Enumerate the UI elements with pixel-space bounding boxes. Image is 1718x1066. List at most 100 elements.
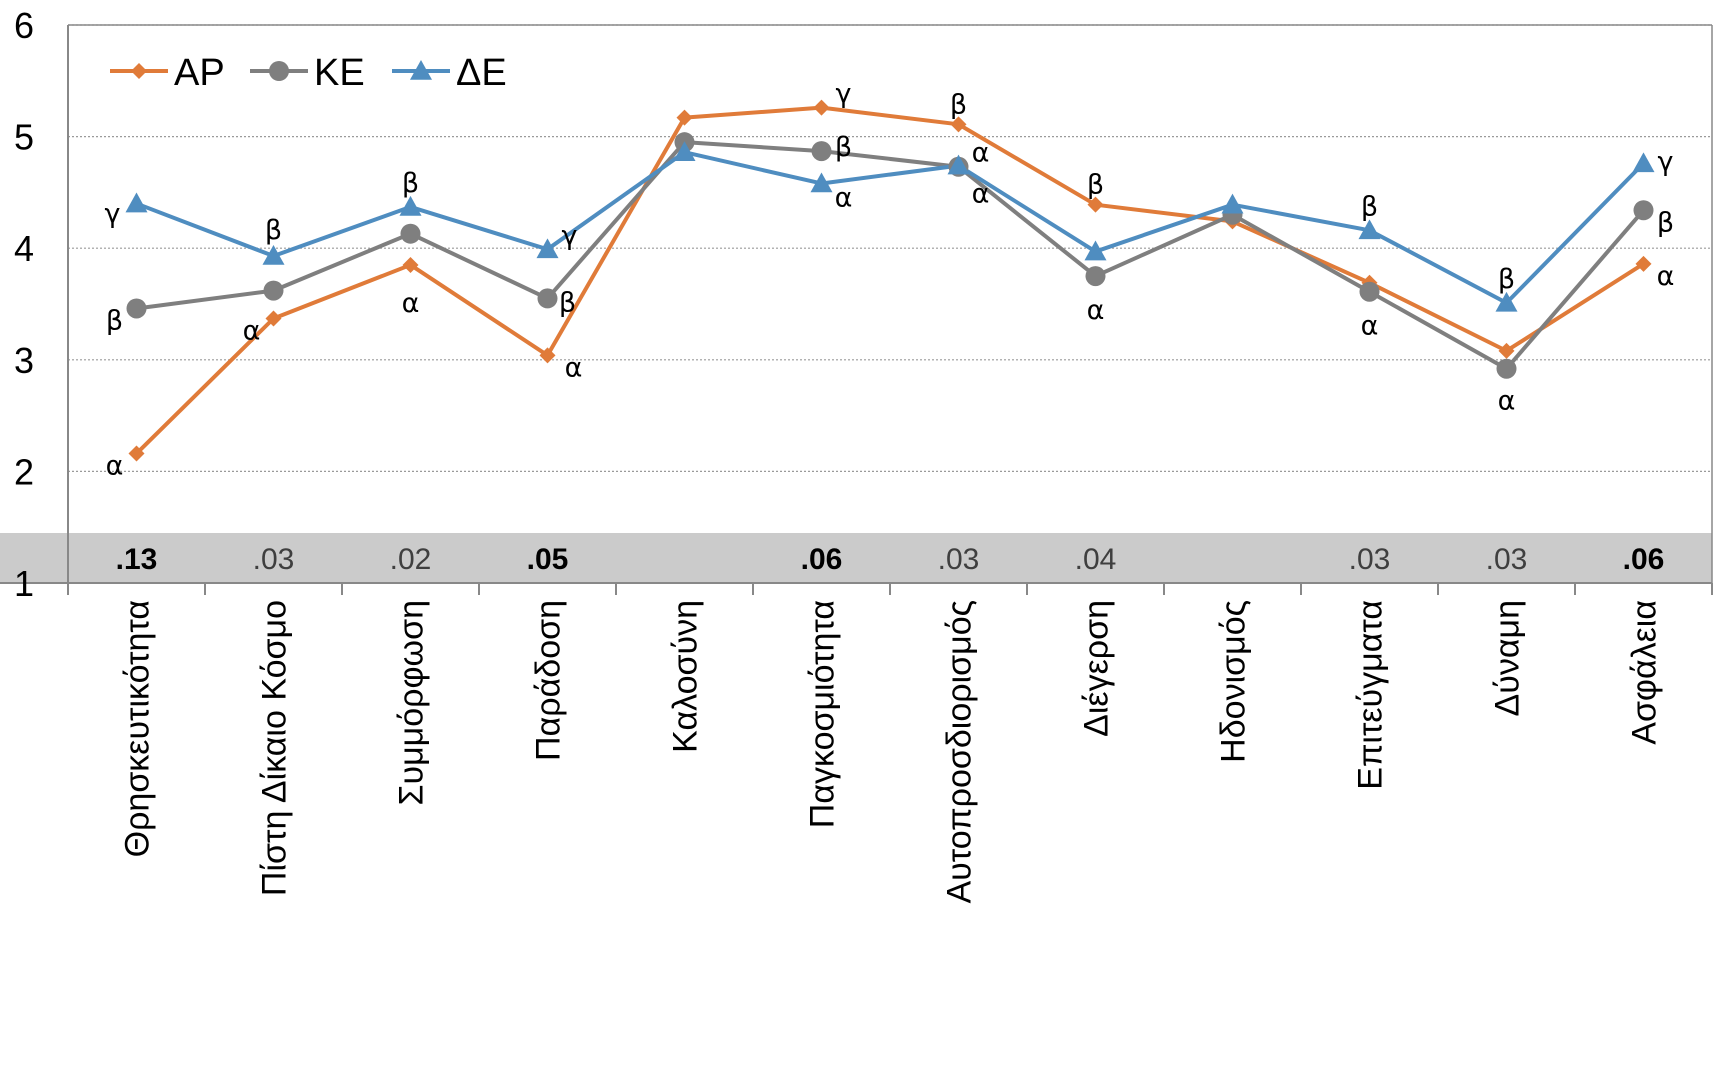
- data-point: [400, 223, 421, 244]
- data-point: [269, 61, 289, 81]
- category-label: Παράδοση: [530, 600, 568, 761]
- data-point: [811, 141, 832, 162]
- data-point: [128, 445, 145, 462]
- significance-letter: α: [1361, 311, 1379, 342]
- data-point: [126, 298, 147, 319]
- effect-size-label: .02: [390, 543, 432, 576]
- significance-letter: γ: [105, 199, 121, 230]
- significance-letter: α: [972, 138, 990, 169]
- significance-letter: β: [1498, 264, 1515, 295]
- y-tick-label: 3: [14, 340, 34, 381]
- data-point: [537, 288, 558, 309]
- data-point: [399, 195, 422, 216]
- data-point: [950, 116, 967, 133]
- category-label: Διέγερση: [1078, 600, 1116, 737]
- data-point: [1498, 342, 1515, 359]
- data-point: [810, 172, 833, 193]
- legend: ΑΡ ΚΕ ΔΕ: [110, 52, 507, 94]
- effect-size-label: .04: [1075, 543, 1117, 576]
- data-point: [125, 192, 148, 213]
- data-point: [1495, 291, 1518, 312]
- y-tick-label: 2: [14, 451, 34, 492]
- data-point: [1087, 196, 1104, 213]
- category-labels: Θρησκευτικότητα Πίστη Δίκαιο Κόσμο Συμμόρφ…: [119, 600, 1664, 904]
- significance-letter: γ: [836, 79, 852, 110]
- series-line: [135, 105, 1645, 455]
- data-point: [263, 280, 284, 301]
- category-label: Πίστη Δίκαιο Κόσμο: [256, 600, 294, 896]
- y-tick-label: 5: [14, 117, 34, 158]
- significance-letter: β: [402, 168, 419, 199]
- category-label: Επιτεύγματα: [1352, 600, 1390, 790]
- data-point: [1632, 152, 1655, 173]
- significance-letter: α: [972, 179, 990, 210]
- category-label: Αυτοπροσδιορισμός: [941, 600, 979, 904]
- data-point: [673, 141, 696, 162]
- significance-letter: β: [1361, 191, 1378, 222]
- data-point: [265, 310, 282, 327]
- effect-size-label: .06: [801, 543, 843, 576]
- series-line: [135, 150, 1645, 305]
- category-label: Συμμόρφωση: [393, 600, 431, 806]
- effect-size-label: .03: [253, 543, 295, 576]
- effect-size-label: .03: [1486, 543, 1528, 576]
- effect-size-label: .05: [527, 543, 569, 576]
- effect-size-label: .06: [1623, 543, 1665, 576]
- data-point: [1085, 266, 1106, 287]
- series-line: [136, 140, 1646, 371]
- data-point: [410, 60, 432, 80]
- significance-letter: α: [1498, 386, 1516, 417]
- significance-letter: α: [106, 451, 124, 482]
- legend-label: ΑΡ: [174, 52, 225, 94]
- y-axis-ticks: 1 2 3 4 5 6: [14, 5, 34, 604]
- data-point: [947, 154, 970, 175]
- significance-letter: β: [835, 132, 852, 163]
- data-point: [1359, 281, 1380, 302]
- data-point: [1633, 200, 1654, 221]
- data-point: [1221, 193, 1244, 214]
- legend-label: ΔΕ: [456, 52, 507, 94]
- significance-letter: β: [265, 215, 282, 246]
- effect-size-label: .03: [1349, 543, 1391, 576]
- significance-letter: α: [565, 352, 583, 383]
- data-point: [131, 63, 147, 79]
- significance-letter: α: [402, 288, 420, 319]
- data-point: [1496, 358, 1517, 379]
- category-label: Ασφάλεια: [1626, 600, 1664, 745]
- y-tick-label: 6: [14, 5, 34, 46]
- effect-size-labels: .13 .03 .02 .05 .06 .03 .04 .03 .03 .06: [116, 543, 1665, 576]
- effect-size-label: .13: [116, 543, 158, 576]
- significance-letter: β: [559, 287, 576, 318]
- series-lines: [125, 99, 1655, 462]
- effect-size-band: [0, 533, 1712, 583]
- axes: [0, 24, 1713, 595]
- legend-label: ΚΕ: [314, 52, 365, 94]
- y-tick-label: 4: [14, 228, 34, 269]
- category-label: Παγκοσμιότητα: [804, 600, 842, 828]
- data-point: [536, 238, 559, 259]
- category-label: Δύναμη: [1489, 600, 1527, 716]
- category-label: Θρησκευτικότητα: [119, 600, 157, 857]
- significance-letter: β: [950, 89, 967, 120]
- category-label: Ηδονισμός: [1215, 600, 1253, 763]
- significance-letter: β: [1657, 207, 1674, 238]
- significance-letter: α: [835, 182, 853, 213]
- data-point: [1084, 240, 1107, 261]
- significance-letter: α: [1087, 295, 1105, 326]
- data-point: [813, 99, 830, 116]
- data-point: [262, 245, 285, 265]
- significance-letter: γ: [1658, 146, 1674, 177]
- significance-letter: γ: [562, 220, 578, 251]
- data-point: [402, 256, 419, 273]
- y-tick-label: 1: [14, 563, 34, 604]
- significance-letter: β: [106, 305, 123, 336]
- data-point: [539, 347, 556, 364]
- data-point: [1635, 255, 1652, 272]
- data-point: [1358, 219, 1381, 240]
- significance-letter: α: [243, 316, 261, 347]
- data-point: [676, 109, 693, 126]
- category-label: Καλοσύνη: [667, 600, 705, 753]
- significance-letter: β: [1087, 170, 1104, 201]
